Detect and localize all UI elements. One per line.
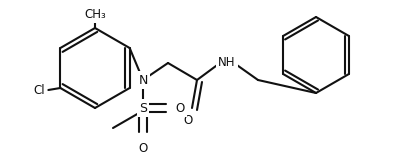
Text: CH₃: CH₃ (84, 8, 106, 20)
Text: O: O (183, 113, 193, 127)
Text: O: O (139, 141, 148, 155)
Text: N: N (138, 73, 148, 87)
Text: S: S (139, 101, 147, 115)
Text: NH: NH (218, 56, 236, 69)
Text: O: O (175, 101, 185, 115)
Text: Cl: Cl (33, 84, 45, 96)
